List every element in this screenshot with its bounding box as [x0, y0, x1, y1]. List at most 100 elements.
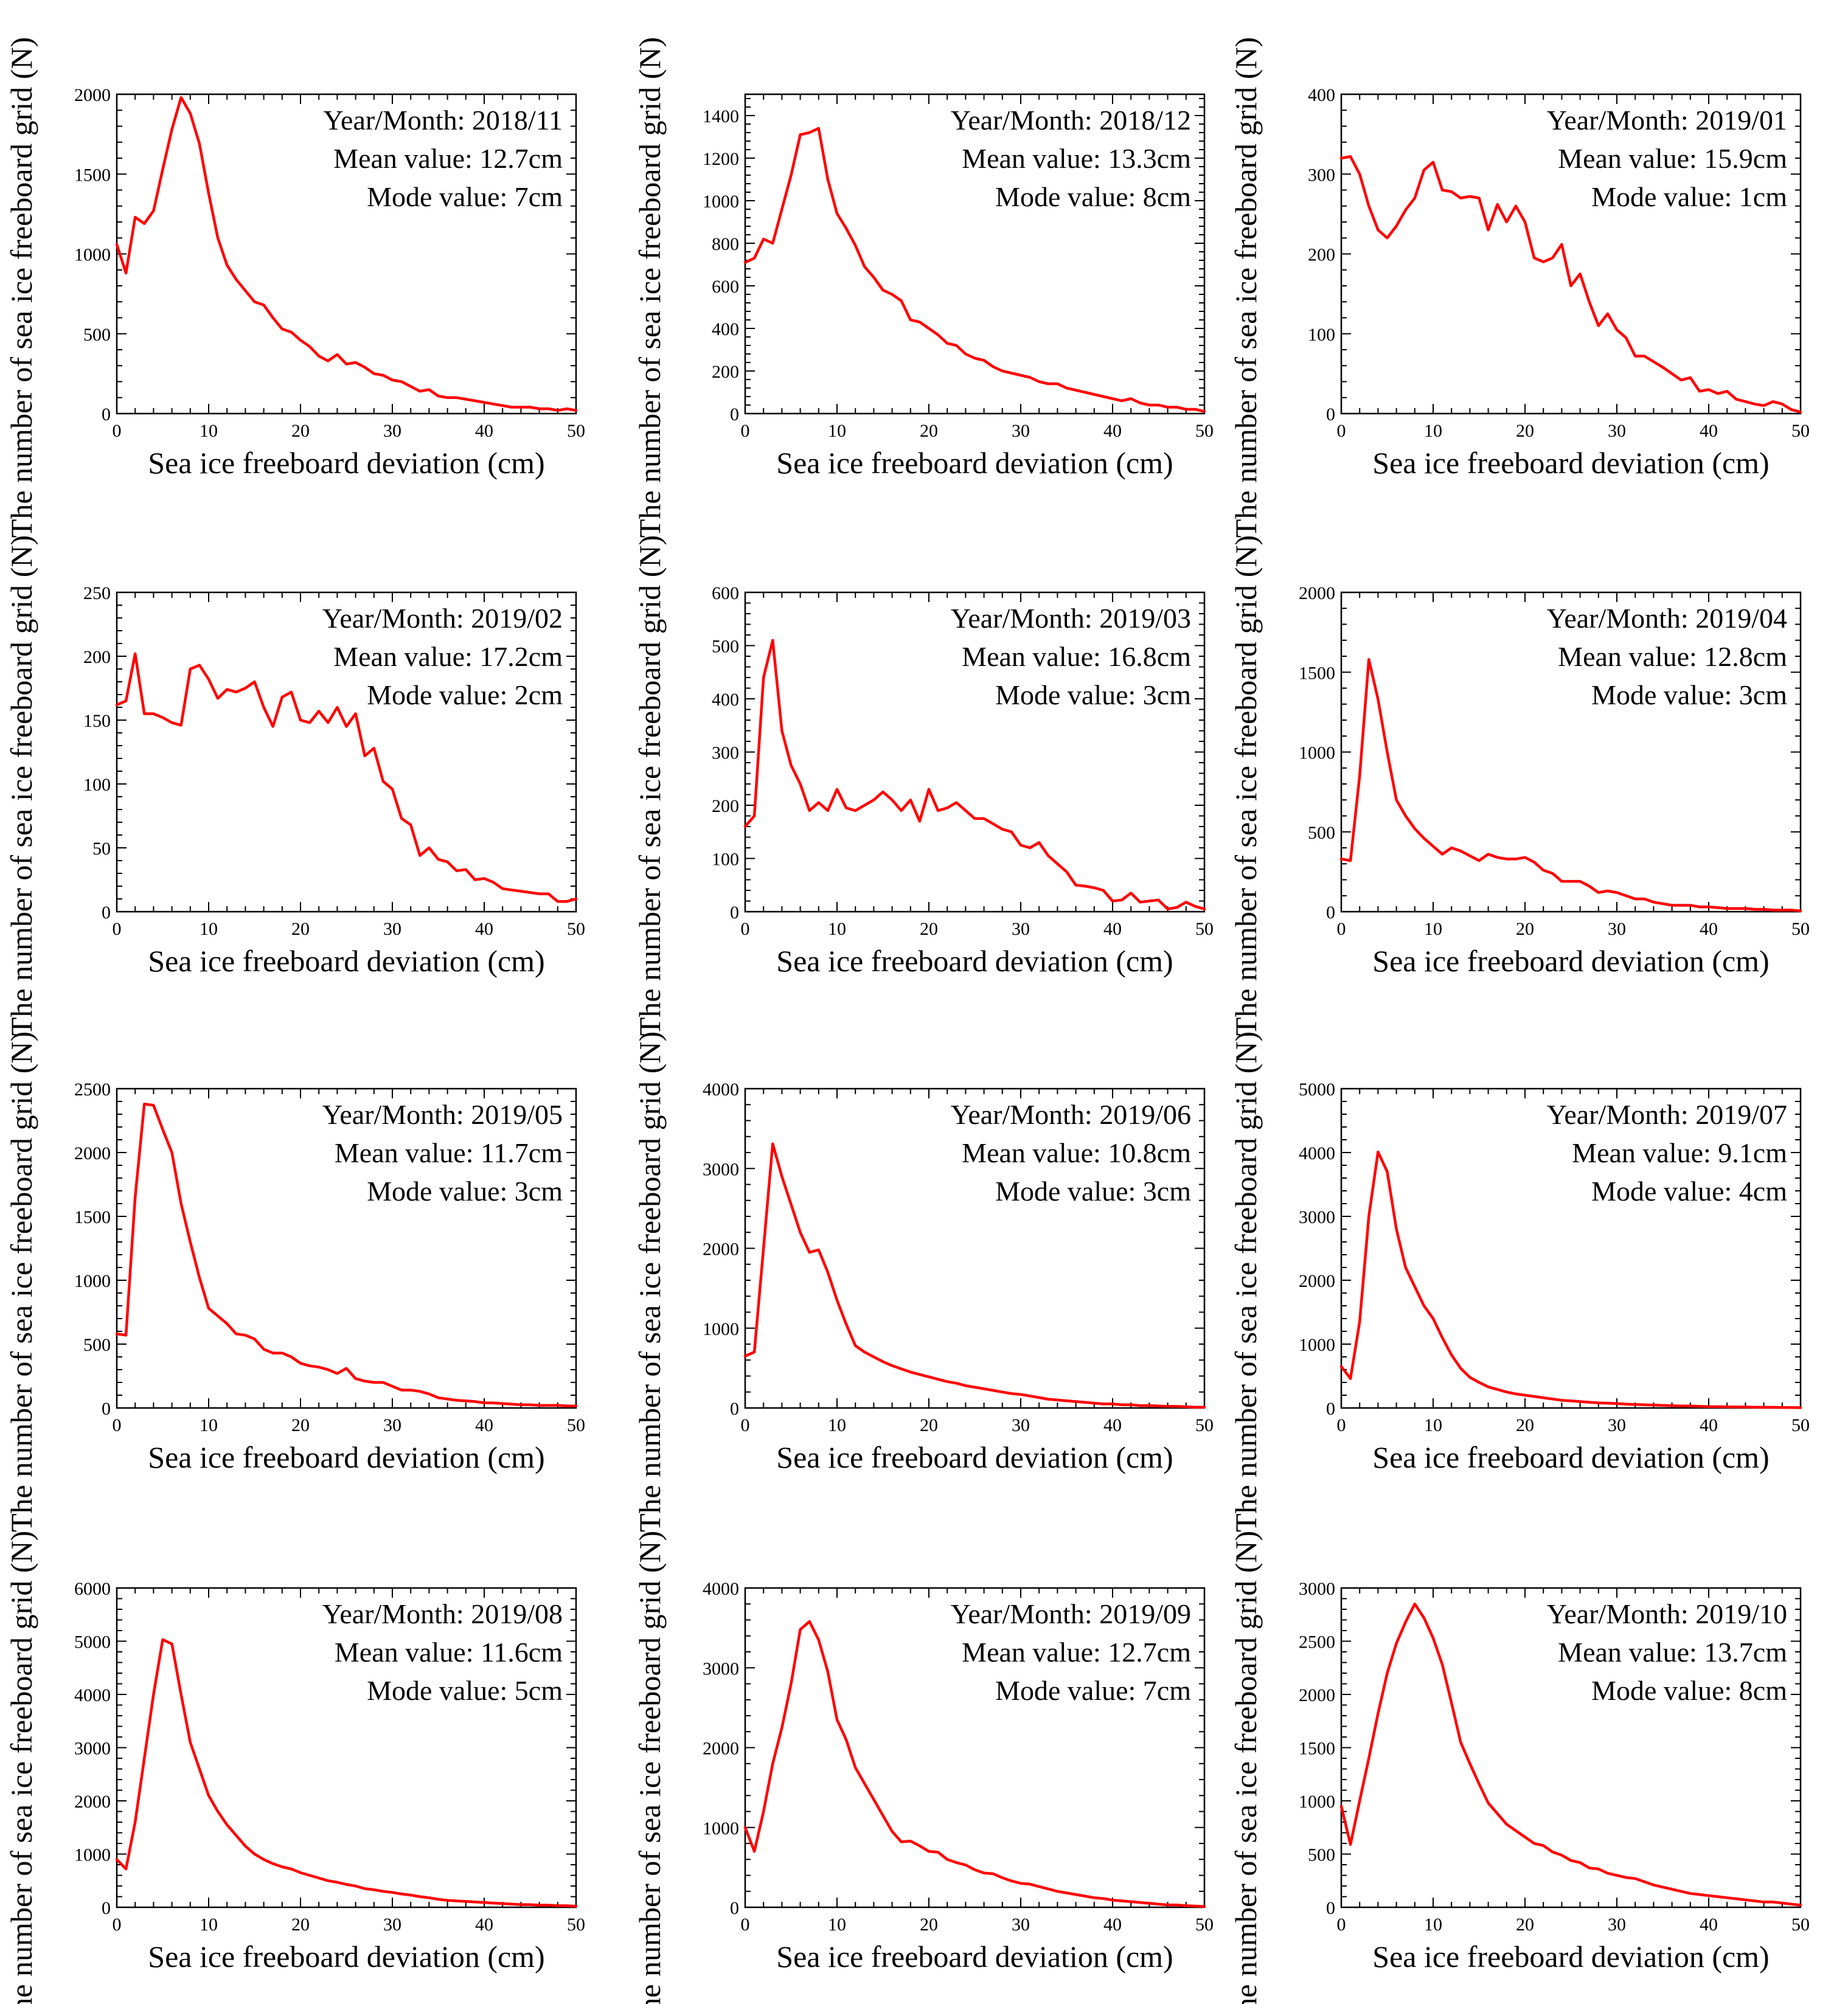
series-line	[1339, 1150, 1802, 1409]
x-tick-label: 10	[200, 1415, 218, 1435]
x-tick-label: 10	[828, 421, 846, 441]
x-tick-label: 0	[741, 421, 750, 441]
series-line	[115, 96, 578, 412]
annotation-text: Year/Month: 2018/11	[323, 105, 563, 136]
y-tick-label: 800	[712, 234, 739, 254]
x-tick-label: 50	[1791, 421, 1810, 441]
annotation-text: Mean value: 15.9cm	[1558, 143, 1787, 174]
plot-frame	[1340, 1587, 1802, 1909]
x-axis-label: Sea ice freeboard deviation (cm)	[1372, 944, 1769, 978]
y-tick-label: 1000	[1299, 743, 1335, 763]
annotation-text: Mode value: 8cm	[995, 181, 1191, 212]
y-axis-label: The number of sea ice freeboard grid (N)	[4, 1531, 38, 2004]
plot-frame	[116, 1587, 577, 1909]
annotation-text: Year/Month: 2019/09	[951, 1598, 1191, 1629]
y-tick-label: 500	[712, 637, 739, 657]
y-tick-label: 1500	[1299, 1739, 1335, 1759]
x-tick-label: 0	[113, 1915, 122, 1935]
y-tick-label: 400	[1308, 85, 1335, 105]
x-tick-label: 40	[1103, 1415, 1122, 1435]
y-tick-label: 1000	[74, 245, 111, 265]
x-tick-label: 0	[1337, 919, 1346, 939]
x-tick-label: 10	[200, 421, 218, 441]
y-axis-label: The number of sea ice freeboard grid (N)	[4, 1031, 38, 1532]
y-tick-label: 4000	[1299, 1143, 1335, 1163]
y-tick-label: 1000	[74, 1845, 111, 1865]
plot-frame	[744, 1587, 1206, 1909]
annotation-text: Year/Month: 2019/04	[1547, 603, 1787, 634]
x-tick-label: 50	[567, 1915, 585, 1935]
y-axis-label: The number of sea ice freeboard grid (N)	[633, 535, 667, 1036]
y-tick-label: 1500	[1299, 663, 1335, 683]
x-tick-label: 40	[475, 1415, 493, 1435]
annotation-text: Mode value: 1cm	[1591, 181, 1787, 212]
x-tick-label: 20	[291, 919, 310, 939]
x-tick-label: 50	[567, 421, 585, 441]
annotation-text: Mean value: 13.7cm	[1558, 1637, 1787, 1668]
annotation-text: Mean value: 12.7cm	[333, 143, 563, 174]
y-axis-label: The number of sea ice freeboard grid (N)	[633, 1531, 667, 2004]
y-tick-label: 0	[1326, 903, 1335, 923]
y-tick-label: 500	[1308, 1845, 1335, 1865]
x-tick-label: 30	[1608, 1915, 1626, 1935]
y-tick-label: 0	[102, 1898, 111, 1918]
x-axis-label: Sea ice freeboard deviation (cm)	[148, 1940, 544, 1974]
annotation-text: Year/Month: 2019/03	[951, 603, 1191, 634]
annotation-text: Mode value: 7cm	[367, 181, 563, 212]
annotation-text: Year/Month: 2019/06	[951, 1099, 1191, 1130]
x-tick-label: 50	[1195, 421, 1214, 441]
x-tick-label: 0	[1337, 1415, 1346, 1435]
x-tick-label: 20	[291, 421, 310, 441]
y-axis-label: The number of sea ice freeboard grid (N)	[1229, 1531, 1263, 2004]
y-tick-label: 100	[712, 850, 739, 870]
y-tick-label: 2000	[1299, 1685, 1335, 1705]
x-tick-label: 40	[1103, 421, 1122, 441]
y-tick-label: 250	[83, 583, 111, 603]
y-tick-label: 1500	[74, 165, 111, 185]
x-tick-label: 50	[567, 1415, 585, 1435]
annotation-text: Year/Month: 2019/08	[322, 1598, 563, 1629]
x-tick-label: 20	[920, 1415, 938, 1435]
y-tick-label: 150	[83, 711, 111, 731]
chart-panel-9: 0 10 20 30 40 50 0 1000 2000 3000 4000 5000 Sea ice …	[1229, 1031, 1810, 1532]
y-tick-label: 0	[730, 1399, 739, 1419]
annotation-text: Mode value: 4cm	[1591, 1176, 1787, 1207]
y-tick-label: 2500	[1299, 1632, 1335, 1652]
annotation-text: Mean value: 10.8cm	[962, 1137, 1191, 1168]
y-tick-label: 1000	[1299, 1792, 1335, 1812]
annotation-text: Mode value: 3cm	[995, 1176, 1191, 1207]
annotation-text: Mean value: 17.2cm	[333, 641, 563, 672]
chart-panel-10: 0 10 20 30 40 50 0 1000 2000 3000 4000 5000 6000 Sea …	[4, 1531, 585, 2004]
x-tick-label: 30	[383, 1915, 401, 1935]
series-line	[1339, 1603, 1802, 1907]
series-line	[1339, 658, 1802, 912]
x-tick-label: 30	[1012, 1915, 1030, 1935]
y-tick-label: 3000	[1299, 1207, 1335, 1227]
y-tick-label: 300	[712, 743, 739, 763]
y-tick-label: 200	[712, 796, 739, 816]
x-tick-label: 40	[475, 1915, 493, 1935]
x-tick-label: 10	[1424, 421, 1442, 441]
x-tick-label: 30	[1012, 421, 1030, 441]
annotation-text: Mode value: 5cm	[367, 1675, 563, 1706]
y-tick-label: 2500	[74, 1080, 111, 1100]
x-tick-label: 20	[1516, 1915, 1534, 1935]
annotation-text: Mode value: 2cm	[367, 679, 563, 710]
x-tick-label: 30	[383, 1415, 401, 1435]
x-tick-label: 50	[1195, 1415, 1214, 1435]
x-tick-label: 30	[1012, 919, 1030, 939]
y-tick-label: 1200	[703, 149, 739, 169]
x-tick-label: 20	[1516, 1415, 1534, 1435]
y-axis-label: The number of sea ice freeboard grid (N)	[1229, 535, 1263, 1036]
y-tick-label: 0	[730, 903, 739, 923]
x-tick-label: 20	[920, 919, 938, 939]
y-tick-label: 3000	[1299, 1579, 1335, 1599]
series-line	[115, 1638, 578, 1908]
y-tick-label: 500	[1308, 823, 1335, 843]
x-tick-label: 10	[828, 919, 846, 939]
x-tick-label: 50	[567, 919, 585, 939]
x-tick-label: 40	[1103, 1915, 1122, 1935]
